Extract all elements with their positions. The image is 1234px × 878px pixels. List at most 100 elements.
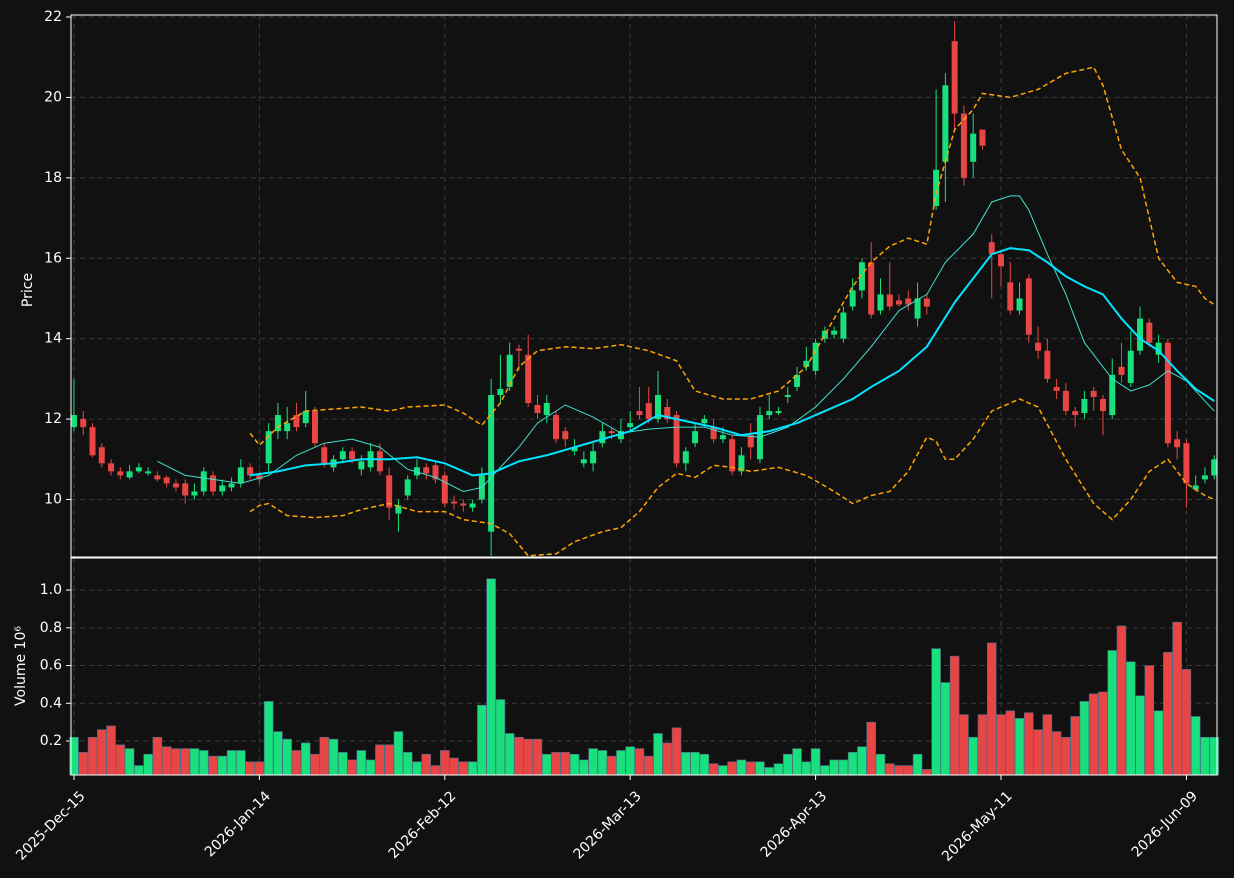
volume-bar	[477, 704, 487, 776]
volume-bar	[1135, 695, 1145, 776]
candle-body	[988, 242, 995, 255]
volume-bar	[254, 761, 265, 776]
candle-body	[1211, 459, 1218, 476]
volume-bar	[829, 759, 839, 776]
volume-bar	[931, 648, 941, 776]
candle-body	[951, 41, 958, 114]
candle-body	[395, 505, 402, 514]
candle-body	[998, 254, 1005, 267]
candle-body	[441, 475, 448, 504]
volume-bar	[662, 742, 673, 776]
y-tick-label: 0.2	[40, 733, 62, 749]
candle-body	[710, 427, 717, 440]
volume-bar	[347, 759, 357, 776]
candle-body	[636, 411, 643, 416]
volume-bar	[1172, 621, 1182, 776]
candle-body	[172, 483, 179, 488]
candle-body	[358, 461, 365, 470]
candle-body	[154, 475, 161, 480]
candle-body	[1044, 350, 1051, 379]
candle-body	[543, 403, 550, 416]
volume-bar	[78, 752, 88, 776]
volume-bar	[393, 731, 404, 776]
y-tick-label: 16	[44, 250, 62, 266]
volume-bar	[606, 755, 617, 776]
volume-bar	[912, 753, 923, 776]
candle-body	[163, 477, 170, 484]
volume-bar	[1163, 652, 1173, 776]
candle-body	[70, 415, 77, 428]
volume-bar	[1116, 625, 1127, 776]
volume-bar	[282, 738, 292, 776]
candle-body	[497, 388, 504, 395]
candle-body	[877, 294, 884, 311]
candle-body	[210, 475, 217, 492]
volume-bar	[375, 744, 385, 776]
candle-body	[321, 447, 328, 464]
candle-body	[1062, 390, 1069, 412]
y-tick-label: 18	[44, 170, 62, 186]
volume-bar	[551, 752, 561, 776]
candle-body	[1035, 342, 1042, 351]
volume-bar	[755, 761, 765, 776]
candle-body	[849, 290, 856, 307]
y-tick-label: 0.6	[40, 658, 62, 674]
volume-bar	[986, 642, 997, 776]
candle-body	[265, 431, 272, 464]
volume-bar	[940, 682, 951, 776]
volume-bar	[245, 761, 255, 776]
candle-body	[413, 467, 420, 476]
candle-body	[135, 467, 142, 472]
candle-body	[1164, 342, 1171, 444]
candle-body	[1025, 278, 1032, 335]
volume-bar	[263, 701, 274, 776]
candle-body	[1192, 485, 1199, 490]
candle-body	[654, 394, 661, 420]
candle-body	[831, 330, 838, 335]
candle-body	[1081, 398, 1088, 414]
candle-body	[812, 342, 819, 371]
candle-body	[1016, 298, 1023, 311]
candle-body	[738, 455, 745, 472]
candle-body	[182, 483, 189, 496]
candle-body	[302, 411, 309, 424]
candle-body	[108, 463, 115, 472]
y-tick-label: 12	[44, 411, 62, 427]
volume-bar	[727, 761, 737, 776]
candle-body	[237, 467, 244, 484]
candle-body	[970, 133, 977, 162]
candle-body	[1201, 475, 1208, 480]
candle-body	[89, 427, 96, 456]
candle-body	[376, 451, 383, 472]
volume-bar	[430, 765, 441, 776]
volume-bar	[625, 746, 635, 776]
candle-body	[682, 451, 689, 464]
volume-bar	[671, 727, 682, 776]
volume-bar	[365, 759, 376, 776]
volume-bar	[820, 765, 830, 776]
y-tick-label: 22	[44, 9, 62, 25]
candle-body	[117, 471, 124, 476]
volume-bar	[718, 765, 728, 776]
volume-bar	[134, 765, 144, 776]
candle-body	[645, 403, 652, 420]
candle-body	[126, 471, 133, 478]
volume-bar	[579, 759, 589, 776]
volume-bar	[291, 750, 302, 776]
candle-body	[784, 394, 791, 397]
candle-body	[1072, 411, 1079, 416]
candle-body	[914, 298, 921, 319]
candle-body	[228, 483, 235, 488]
volume-bar	[486, 578, 496, 776]
candle-body	[386, 475, 393, 508]
volume-bar	[171, 748, 181, 776]
volume-bar	[152, 736, 163, 776]
candle-body	[719, 435, 726, 440]
volume-bar	[356, 750, 367, 776]
volume-bar	[208, 755, 218, 776]
volume-bar	[634, 748, 645, 776]
volume-bar	[236, 750, 246, 776]
volume-bar	[1144, 665, 1155, 776]
candle-body	[219, 485, 226, 492]
y-tick-label: 0.8	[40, 620, 62, 636]
